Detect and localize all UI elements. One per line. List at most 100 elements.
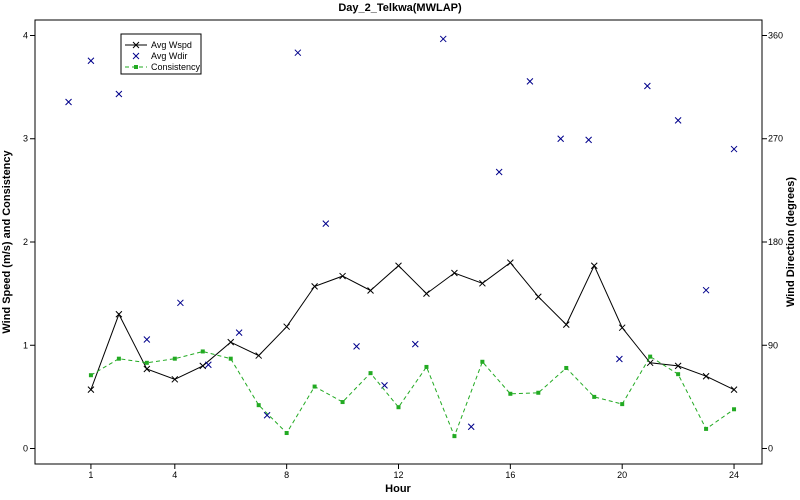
point-avg-wspd-4 [171,375,179,383]
legend-label-consistency: Consistency [151,62,201,72]
legend-label-avg-wspd: Avg Wspd [151,40,192,50]
point-consistency-13 [424,364,429,369]
point-avg-wdir-15 [467,423,475,431]
point-consistency-4 [172,356,177,361]
y-left-tick-label-2: 2 [23,237,28,247]
point-avg-wspd-1 [87,386,95,394]
point-avg-wdir-24-stroke-b [730,145,738,153]
point-consistency-15 [480,359,485,364]
point-avg-wspd-11 [367,287,374,294]
point-avg-wdir-3-stroke-b [115,90,123,98]
point-avg-wspd-15 [479,279,486,287]
point-consistency-8 [284,431,289,436]
legend-marker-avg-wdir-stroke-b [132,52,140,60]
point-avg-wspd-3-stroke-b [143,365,151,373]
y-right-tick-label-3: 270 [768,134,783,144]
point-avg-wspd-6 [227,338,235,346]
point-consistency-24 [732,407,737,412]
point-avg-wspd-17 [534,293,542,301]
y-left-tick-label-4: 4 [23,30,28,40]
point-avg-wspd-15-stroke-b [479,279,486,287]
point-avg-wspd-11-stroke-b [367,287,374,294]
point-avg-wspd-23-stroke-b [702,372,710,380]
y-right-tick-label-2: 180 [768,237,783,247]
point-avg-wspd-10 [339,272,346,280]
point-avg-wspd-24 [730,386,738,394]
point-avg-wdir-21 [644,82,651,90]
y-axis-left-title: Wind Speed (m/s) and Consistency [1,149,13,333]
legend-marker-avg-wspd [132,41,140,49]
point-avg-wspd-14-stroke-b [451,269,458,277]
y-left-tick-label-1: 1 [23,340,28,350]
point-avg-wdir-11 [353,343,360,350]
point-avg-wdir-17 [526,78,534,85]
point-avg-wspd-12 [395,262,402,270]
point-avg-wspd-16 [506,259,514,267]
point-consistency-10 [340,400,345,405]
y-axis-right-title: Wind Direction (degrees) [785,177,797,307]
point-avg-wdir-13 [411,340,419,348]
point-avg-wdir-21-stroke-b [644,82,651,90]
point-avg-wdir-17-stroke-b [526,78,534,85]
point-consistency-19 [592,394,597,399]
y-left-tick-label-3: 3 [23,134,28,144]
point-avg-wdir-6-stroke-b [205,361,212,369]
y-right-tick-label-0: 0 [768,444,773,454]
point-avg-wdir-7 [235,329,243,336]
point-avg-wspd-5-stroke-b [199,362,207,370]
point-avg-wdir-23 [702,286,710,294]
point-avg-wspd-16-stroke-b [506,259,514,267]
point-avg-wdir-19 [585,136,592,144]
point-avg-wdir-9 [294,49,302,57]
series-line-consistency [90,350,735,438]
point-consistency-14 [452,434,457,439]
point-avg-wspd-10-stroke-b [339,272,346,280]
point-avg-wdir-23-stroke-b [702,286,710,294]
point-avg-wdir-22 [674,117,682,124]
point-consistency-5 [200,349,205,354]
point-avg-wdir-11-stroke-b [353,343,360,350]
point-avg-wdir-7-stroke-b [235,329,243,336]
point-avg-wdir-4-stroke-b [143,336,151,343]
point-avg-wspd-14 [451,269,458,277]
legend-marker-consistency [134,65,138,69]
point-avg-wdir-2 [87,57,95,65]
point-avg-wdir-8 [263,411,271,419]
legend-marker-avg-wspd-stroke-b [132,41,140,49]
point-consistency-22 [676,372,681,377]
x-tick-label-1: 4 [172,470,177,480]
point-consistency-23 [704,426,709,431]
point-avg-wdir-1 [65,98,72,106]
point-avg-wspd-2 [115,310,123,318]
point-avg-wspd-21-stroke-b [646,359,654,367]
point-avg-wdir-8-stroke-b [263,411,271,419]
point-consistency-11 [368,371,373,376]
point-consistency-20 [620,402,625,407]
y-left-tick-label-0: 0 [23,444,28,454]
legend-marker-avg-wdir [132,52,140,60]
point-avg-wspd-8 [283,323,291,331]
point-avg-wspd-19-stroke-b [590,262,598,270]
point-avg-wdir-9-stroke-b [294,49,302,57]
point-avg-wspd-19 [590,262,598,270]
x-tick-label-6: 24 [729,470,739,480]
point-consistency-7 [256,403,261,408]
point-avg-wspd-22 [674,362,682,370]
point-avg-wdir-24 [730,145,738,153]
y-right-tick-label-1: 90 [768,340,778,350]
point-consistency-21 [648,354,653,359]
point-avg-wdir-14 [439,35,447,43]
point-avg-wspd-7-stroke-b [255,352,263,359]
point-avg-wdir-20-stroke-b [616,355,623,363]
point-avg-wdir-20 [616,355,623,363]
point-avg-wdir-16 [495,168,503,176]
point-avg-wspd-5 [199,362,207,370]
point-avg-wspd-20-stroke-b [618,324,626,332]
plot-frame [34,19,763,465]
point-avg-wdir-4 [143,336,151,343]
point-consistency-6 [228,356,233,361]
series-layer [65,35,738,439]
point-consistency-12 [396,405,401,410]
point-avg-wspd-18 [562,321,570,328]
